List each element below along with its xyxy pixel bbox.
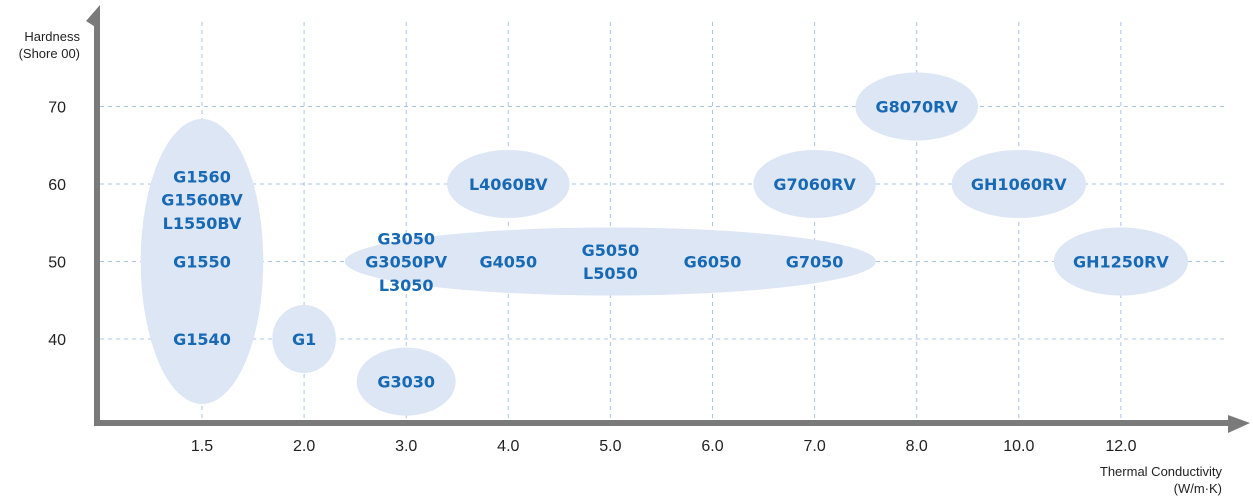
group-ellipse <box>356 347 456 416</box>
point-label: GH1250RV <box>1073 253 1169 272</box>
x-tick-label: 12.0 <box>1105 438 1136 455</box>
y-tick-label: 60 <box>48 177 66 194</box>
x-tick-label: 2.0 <box>293 438 315 455</box>
x-tick-label: 3.0 <box>395 438 417 455</box>
point-label: G6050 <box>684 253 742 272</box>
point-label: G1 <box>292 330 316 349</box>
group-ellipse <box>344 227 876 296</box>
group-ellipse <box>753 150 876 218</box>
x-tick-label: 8.0 <box>906 438 928 455</box>
y-tick-label: 50 <box>48 255 66 272</box>
y-axis-title: Hardness (Shore 00) <box>19 29 81 61</box>
point-label: L4060BV <box>469 175 548 194</box>
point-label: L1550BV <box>163 214 242 233</box>
group-ellipse <box>951 150 1086 218</box>
x-axis-arrow <box>1228 415 1250 433</box>
point-label: G8070RV <box>876 98 959 117</box>
group-ellipse <box>272 305 336 373</box>
point-label: G5050 <box>582 241 640 260</box>
group-ellipse <box>447 150 570 218</box>
x-axis-unit: (W/m·K) <box>1174 481 1222 496</box>
point-label: G1540 <box>173 330 231 349</box>
point-label: G3050 <box>377 229 435 248</box>
point-label: GH1060RV <box>971 175 1067 194</box>
point-label: G7050 <box>786 253 844 272</box>
x-tick-label: 5.0 <box>599 438 621 455</box>
group-ellipse <box>1053 227 1189 296</box>
y-axis-line <box>94 22 100 426</box>
point-label: G1560BV <box>161 191 243 210</box>
point-label: G3050PV <box>365 253 447 272</box>
group-ellipse <box>855 72 978 141</box>
x-tick-label: 4.0 <box>497 438 519 455</box>
x-axis-label: Thermal Conductivity <box>1100 464 1223 479</box>
group-ellipse <box>140 119 264 404</box>
y-axis-label: Hardness <box>24 29 80 44</box>
point-labels: G1560 G1560BV L1550BV G1550 G1540 G1 G3050 G305… <box>161 98 1169 392</box>
point-label: G4050 <box>479 253 537 272</box>
group-bubbles <box>140 72 1189 416</box>
point-label: G1560 <box>173 167 231 186</box>
y-tick-label: 40 <box>48 332 66 349</box>
x-tick-label: 1.5 <box>191 438 213 455</box>
point-label: G7060RV <box>773 175 856 194</box>
gridlines <box>100 22 1228 420</box>
y-tick-label: 70 <box>48 100 66 117</box>
point-label: G1550 <box>173 253 231 272</box>
y-axis-unit: (Shore 00) <box>19 46 80 61</box>
x-axis-title: Thermal Conductivity (W/m·K) <box>1100 464 1223 496</box>
point-label: L5050 <box>583 264 638 283</box>
point-label: G3030 <box>377 373 435 392</box>
point-label: L3050 <box>379 276 434 295</box>
x-tick-label: 7.0 <box>803 438 825 455</box>
tick-labels: 1.5 2.0 3.0 4.0 5.0 6.0 7.0 8.0 10.0 12.0 40 50 60 70 <box>48 100 1136 456</box>
x-tick-label: 10.0 <box>1003 438 1034 455</box>
axes <box>86 5 1250 433</box>
x-tick-label: 6.0 <box>701 438 723 455</box>
x-axis-line <box>94 420 1234 426</box>
